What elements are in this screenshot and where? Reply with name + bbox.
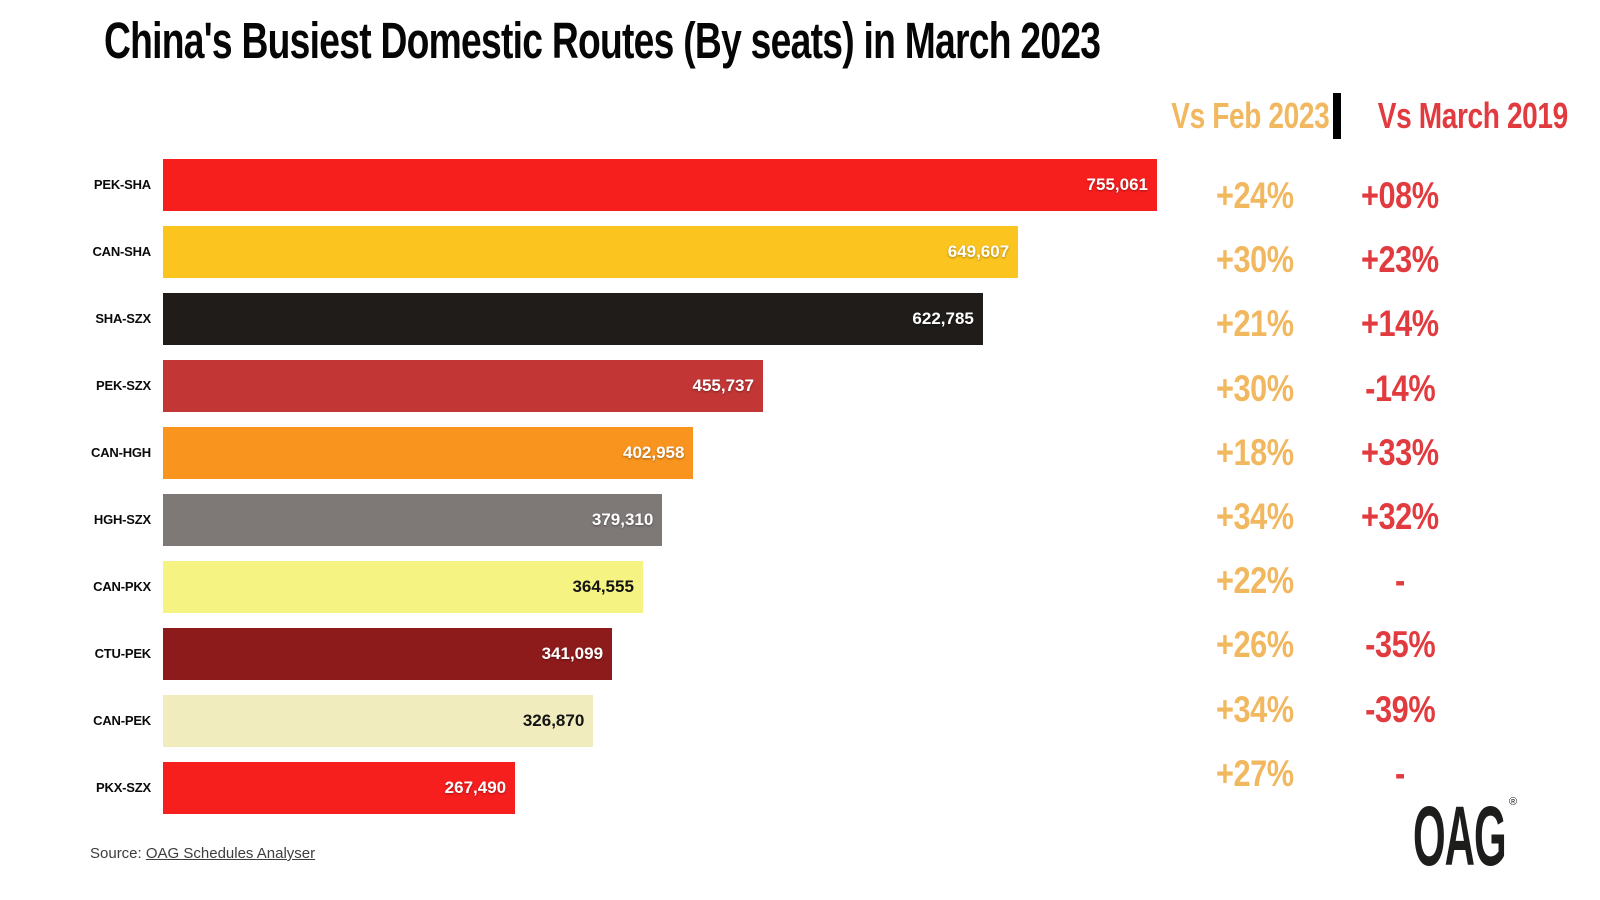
bar-value-label: 402,958 (623, 442, 685, 462)
vs-feb-value: +18% (1216, 431, 1294, 473)
route-bar: 379,310 (163, 493, 663, 546)
vs-feb-value: +34% (1216, 496, 1294, 538)
route-bar: 402,958 (163, 426, 694, 479)
route-label: CAN-PEK (93, 713, 151, 728)
vs-march-value: - (1395, 752, 1405, 794)
chart-title: China's Busiest Domestic Routes (By seat… (104, 12, 1101, 69)
bar-track: 341,099 (163, 627, 1157, 680)
route-label: PEK-SHA (93, 177, 151, 192)
route-bar: 326,870 (163, 694, 594, 747)
bar-value-label: 364,555 (572, 576, 634, 596)
chart-row: HGH-SZX 379,310 (0, 486, 1600, 553)
comparison-header: Vs Feb 2023 Vs March 2019 (1149, 92, 1568, 140)
bar-track: 649,607 (163, 225, 1157, 278)
pct-row: +30% +23% (1149, 228, 1461, 292)
route-label: PEK-SZX (96, 378, 151, 393)
bar-value-label: 326,870 (522, 710, 585, 730)
bar-track: 364,555 (163, 560, 1157, 613)
route-bar: 341,099 (163, 627, 613, 680)
vs-march-2019-header-label: Vs March 2019 (1377, 95, 1568, 136)
chart-row: CAN-SHA 649,607 (0, 218, 1600, 285)
route-label: SHA-SZX (95, 311, 151, 326)
route-label: CAN-PKX (93, 579, 151, 594)
bar-track: 755,061 (163, 158, 1157, 211)
vs-march-value: -14% (1364, 367, 1436, 409)
oag-logo-text: OAG (1413, 789, 1507, 883)
vs-feb-2023-header-label: Vs Feb 2023 (1171, 95, 1330, 136)
route-label: HGH-SZX (93, 512, 151, 527)
vs-march-value: +32% (1361, 496, 1439, 538)
vs-march-value: -35% (1364, 624, 1436, 666)
pct-row: +34% -39% (1149, 678, 1461, 742)
bar-track: 326,870 (163, 694, 1157, 747)
vs-feb-value: +24% (1216, 175, 1294, 217)
bar-track: 622,785 (163, 292, 1157, 345)
route-bar: 649,607 (163, 225, 1019, 278)
vs-march-value: +33% (1361, 431, 1439, 473)
route-bar: 622,785 (163, 292, 983, 345)
vs-feb-value: +21% (1216, 303, 1294, 345)
chart-rows: PEK-SHA 755,061 CAN-SHA 649,607 SHA-SZX … (0, 151, 1600, 821)
chart-row: CTU-PEK 341,099 (0, 620, 1600, 687)
bar-track: 379,310 (163, 493, 1157, 546)
route-label: CAN-SHA (92, 244, 151, 259)
route-bar: 364,555 (163, 560, 643, 613)
bar-value-label: 622,785 (912, 308, 974, 328)
route-bar: 267,490 (163, 761, 516, 814)
vs-march-value: +08% (1361, 175, 1439, 217)
pct-row: +30% -14% (1149, 357, 1461, 421)
vs-feb-value: +27% (1216, 752, 1294, 794)
vs-feb-2023-header: Vs Feb 2023 (1149, 95, 1333, 137)
chart-row: CAN-PKX 364,555 (0, 553, 1600, 620)
bar-value-label: 379,310 (591, 509, 654, 529)
registered-trademark-icon: ® (1509, 796, 1518, 808)
vs-march-value: +14% (1361, 303, 1439, 345)
pct-row: +34% +32% (1149, 485, 1461, 549)
vs-march-value: +23% (1361, 239, 1439, 281)
route-label: CTU-PEK (94, 646, 152, 661)
pct-rows: +24% +08% +30% +23% +21% +14% +30% -14% … (1149, 164, 1461, 806)
chart-row: PEK-SZX 455,737 (0, 352, 1600, 419)
vs-feb-value: +30% (1216, 239, 1294, 281)
chart-row: PEK-SHA 755,061 (0, 151, 1600, 218)
route-label: CAN-HGH (91, 445, 151, 460)
oag-logo: OAG ® (1413, 789, 1523, 883)
source-prefix: Source: (90, 845, 146, 862)
pct-row: +21% +14% (1149, 292, 1461, 356)
bar-value-label: 755,061 (1086, 174, 1148, 194)
pct-row: +26% -35% (1149, 613, 1461, 677)
vs-feb-value: +34% (1216, 688, 1294, 730)
route-bar: 755,061 (163, 158, 1157, 211)
vs-feb-value: +26% (1216, 624, 1294, 666)
bar-value-label: 341,099 (541, 643, 604, 663)
route-bar: 455,737 (163, 359, 763, 412)
bar-track: 267,490 (163, 761, 1157, 814)
chart-row: CAN-PEK 326,870 (0, 687, 1600, 754)
bar-track: 402,958 (163, 426, 1157, 479)
chart-row: SHA-SZX 622,785 (0, 285, 1600, 352)
vs-feb-value: +30% (1216, 367, 1294, 409)
vs-march-value: -39% (1364, 688, 1436, 730)
pct-row: +22% - (1149, 549, 1461, 613)
header-divider (1333, 93, 1341, 139)
route-label: PKX-SZX (96, 780, 151, 795)
chart-row: CAN-HGH 402,958 (0, 419, 1600, 486)
source-link[interactable]: OAG Schedules Analyser (145, 845, 316, 862)
bar-value-label: 649,607 (947, 241, 1010, 261)
pct-row: +24% +08% (1149, 164, 1461, 228)
vs-feb-value: +22% (1216, 560, 1294, 602)
vs-march-value: - (1395, 560, 1405, 602)
bar-value-label: 267,490 (444, 777, 507, 797)
pct-row: +27% - (1149, 742, 1461, 806)
pct-row: +18% +33% (1149, 421, 1461, 485)
vs-march-2019-header: Vs March 2019 (1351, 95, 1568, 137)
bar-track: 455,737 (163, 359, 1157, 412)
bar-value-label: 455,737 (692, 375, 754, 395)
source-note: Source: OAG Schedules Analyser (90, 845, 315, 862)
chart-row: PKX-SZX 267,490 (0, 754, 1600, 821)
